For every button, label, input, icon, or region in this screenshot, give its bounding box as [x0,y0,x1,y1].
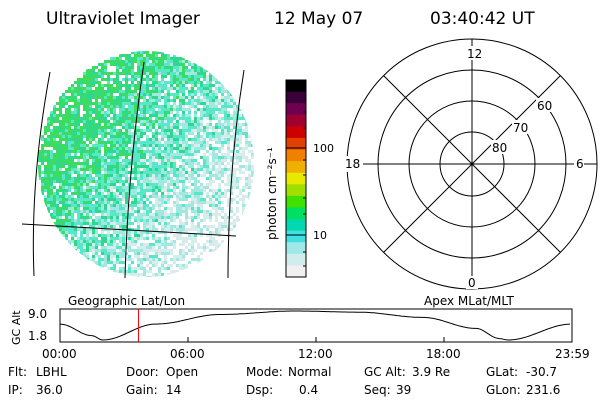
colorbar-step [286,184,306,197]
polar-labels: 12 18 6 0 60 70 80 [343,46,584,290]
uv-image-panel [21,51,254,279]
colorbar-step [286,172,306,185]
colorbar-step [286,265,306,278]
colorbar-step [286,242,306,255]
orbit-panel: Geographic Lat/Lon Apex MLat/MLT GC Alt … [10,294,590,361]
orbit-x-tick-0600: 06:00 [170,347,205,361]
colorbar-step [286,230,306,243]
colorbar: 100 10 photon cm⁻²s⁻¹ [265,79,334,278]
mlt-label-0: 0 [468,276,476,290]
gcalt-value: 3.9 Re [412,365,450,379]
orbit-x-tick-1200: 12:00 [298,347,333,361]
lat-label-70: 70 [513,121,528,135]
mode-label: Mode: [246,365,283,379]
mlt-label-6: 6 [576,157,584,171]
dsp-value: 0.4 [299,383,318,397]
info-readout: Flt: LBHL IP: 36.0 Door: Open Gain: 14 M… [8,365,560,397]
colorbar-tick-100: 100 [313,142,334,155]
colorbar-step [286,137,306,151]
colorbar-tick-10: 10 [313,229,327,242]
orbit-x-tick-0000: 00:00 [42,347,77,361]
door-label: Door: [126,365,159,379]
colorbar-step [286,161,306,174]
orbit-x-ticks [59,337,573,342]
header-time: 03:40:42 UT [430,9,535,29]
colorbar-step [286,103,306,116]
instrument-title: Ultraviolet Imager [46,9,200,29]
mode-value: Normal [288,365,331,379]
orbit-y-label: GC Alt [10,310,23,345]
orbit-y-tick-low: 1.8 [28,329,47,343]
mlt-label-12: 12 [467,47,482,61]
colorbar-step [286,195,306,209]
colorbar-step [286,219,306,232]
colorbar-step [286,91,306,104]
seq-label: Seq: [364,383,391,397]
flt-label: Flt: [8,365,27,379]
polar-diagonal-2 [383,75,561,253]
seq-value: 39 [396,383,411,397]
mlt-label-18: 18 [345,157,360,171]
colorbar-step [286,149,306,162]
flt-value: LBHL [36,365,67,379]
colorbar-frame [285,79,307,278]
glat-label: GLat: [486,365,518,379]
orbit-x-tick-1800: 18:00 [426,347,461,361]
colorbar-step [286,80,306,93]
orbit-y-tick-high: 9.0 [28,307,47,321]
ip-label: IP: [8,383,23,397]
header-date: 12 May 07 [274,9,363,29]
ip-value: 36.0 [36,383,63,397]
gain-label: Gain: [126,383,158,397]
door-value: Open [166,365,198,379]
lat-label-60: 60 [537,99,552,113]
glat-value: -30.7 [526,365,557,379]
colorbar-step [286,114,306,127]
orbit-altitude-curve [59,310,570,341]
colorbar-unit-label: photon cm⁻²s⁻¹ [265,147,279,240]
dsp-label: Dsp: [246,383,273,397]
gain-value: 14 [166,383,181,397]
lat-label-80: 80 [492,141,507,155]
colorbar-ticks [286,111,306,267]
colorbar-step [286,207,306,220]
polar-grid-panel [346,38,598,290]
orbit-left-title: Geographic Lat/Lon [68,294,185,308]
gcalt-label: GC Alt: [364,365,406,379]
glon-label: GLon: [486,383,521,397]
geographic-grid [21,61,245,279]
colorbar-step [286,253,306,267]
colorbar-gradient [286,80,306,278]
glon-value: 231.6 [526,383,560,397]
uv-image-disc [38,51,254,277]
orbit-right-title: Apex MLat/MLT [424,294,514,308]
orbit-x-tick-2359: 23:59 [555,347,590,361]
colorbar-step [286,126,306,139]
